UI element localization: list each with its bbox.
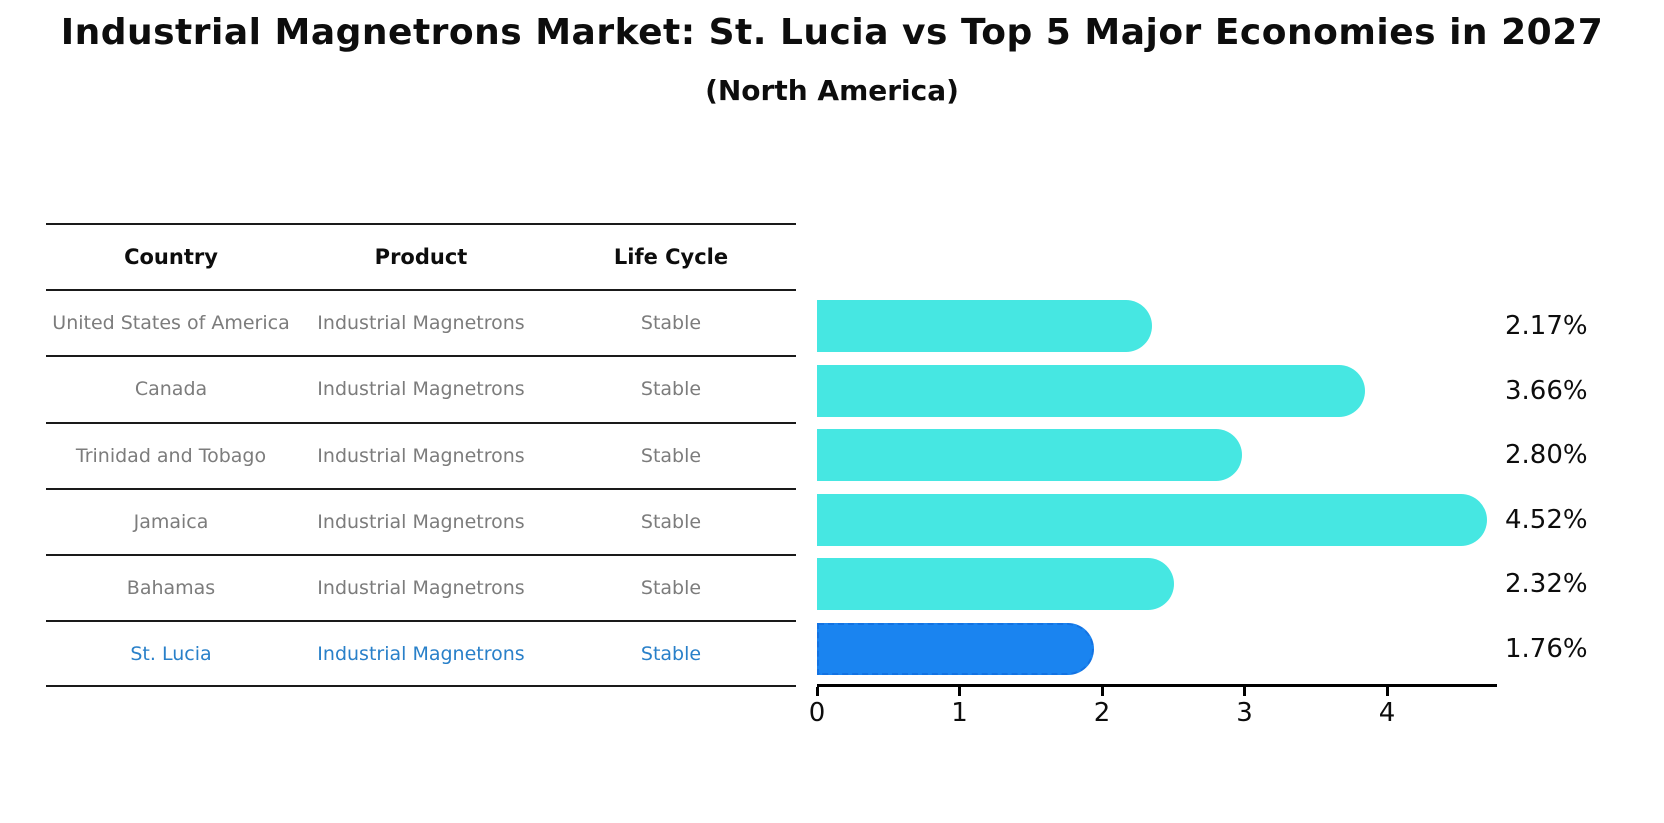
bar <box>817 558 1174 611</box>
row-lifecycle: Stable <box>640 511 702 534</box>
table-header-lifecycle: Life Cycle <box>613 245 729 269</box>
row-country: Trinidad and Tobago <box>75 444 267 467</box>
x-axis-tick-label: 3 <box>1236 698 1253 728</box>
bar <box>817 493 1488 546</box>
bar-value-label: 2.32% <box>1505 569 1588 600</box>
row-product: Industrial Magnetrons <box>317 312 525 335</box>
bar-value-label: 2.17% <box>1505 311 1588 341</box>
bar <box>817 300 1153 352</box>
x-axis-tick-label: 0 <box>808 698 826 728</box>
row-product: Industrial Magnetrons <box>317 378 525 401</box>
x-axis-tick-label: 2 <box>1093 698 1111 728</box>
row-lifecycle: Stable <box>640 642 702 665</box>
row-lifecycle: Stable <box>640 444 702 467</box>
bar <box>817 364 1365 417</box>
table-header-row: Country Product Life Cycle <box>46 223 796 289</box>
row-product: Industrial Magnetrons <box>317 642 525 665</box>
bar-value-label: 3.66% <box>1505 375 1588 406</box>
row-lifecycle: Stable <box>640 312 702 335</box>
table-row: Trinidad and Tobago Industrial Magnetrons… <box>46 421 796 488</box>
x-axis-tick <box>1385 687 1389 696</box>
x-axis-tick <box>1100 687 1104 696</box>
table-header-country: Country <box>124 245 218 269</box>
row-product: Industrial Magnetrons <box>317 511 525 534</box>
x-axis-tick-label: 1 <box>951 698 968 728</box>
row-lifecycle: Stable <box>640 577 702 600</box>
table-row: Bahamas Industrial Magnetrons Stable <box>46 554 796 620</box>
bar <box>817 429 1242 482</box>
bar-highlight-st-lucia <box>817 623 1094 675</box>
row-country: St. Lucia <box>130 642 212 665</box>
row-product: Industrial Magnetrons <box>317 577 525 600</box>
table-row: United States of America Industrial Magne… <box>46 289 796 355</box>
row-country: Jamaica <box>133 511 209 534</box>
country-table: Country Product Life Cycle United States… <box>46 223 796 687</box>
chart-subtitle: (North America) <box>705 74 959 107</box>
bar-value-label: 1.76% <box>1505 634 1588 664</box>
row-country: Canada <box>134 378 208 401</box>
table-header-product: Product <box>374 245 468 269</box>
bar-value-label: 4.52% <box>1505 504 1588 535</box>
x-axis-tick <box>958 687 961 696</box>
table-row: Jamaica Industrial Magnetrons Stable <box>46 487 796 554</box>
x-axis-tick <box>1243 687 1246 696</box>
table-row: St. Lucia Industrial Magnetrons Stable <box>46 620 796 687</box>
x-axis-tick <box>815 687 819 696</box>
x-axis-tick-label: 4 <box>1378 698 1396 728</box>
table-row: Canada Industrial Magnetrons Stable <box>46 355 796 421</box>
row-product: Industrial Magnetrons <box>317 444 525 467</box>
x-axis-line <box>817 684 1497 687</box>
row-country: Bahamas <box>126 577 216 600</box>
row-lifecycle: Stable <box>640 378 702 401</box>
chart-title: Industrial Magnetrons Market: St. Lucia … <box>60 12 1604 53</box>
bar-value-label: 2.80% <box>1505 440 1588 471</box>
row-country: United States of America <box>52 312 290 335</box>
